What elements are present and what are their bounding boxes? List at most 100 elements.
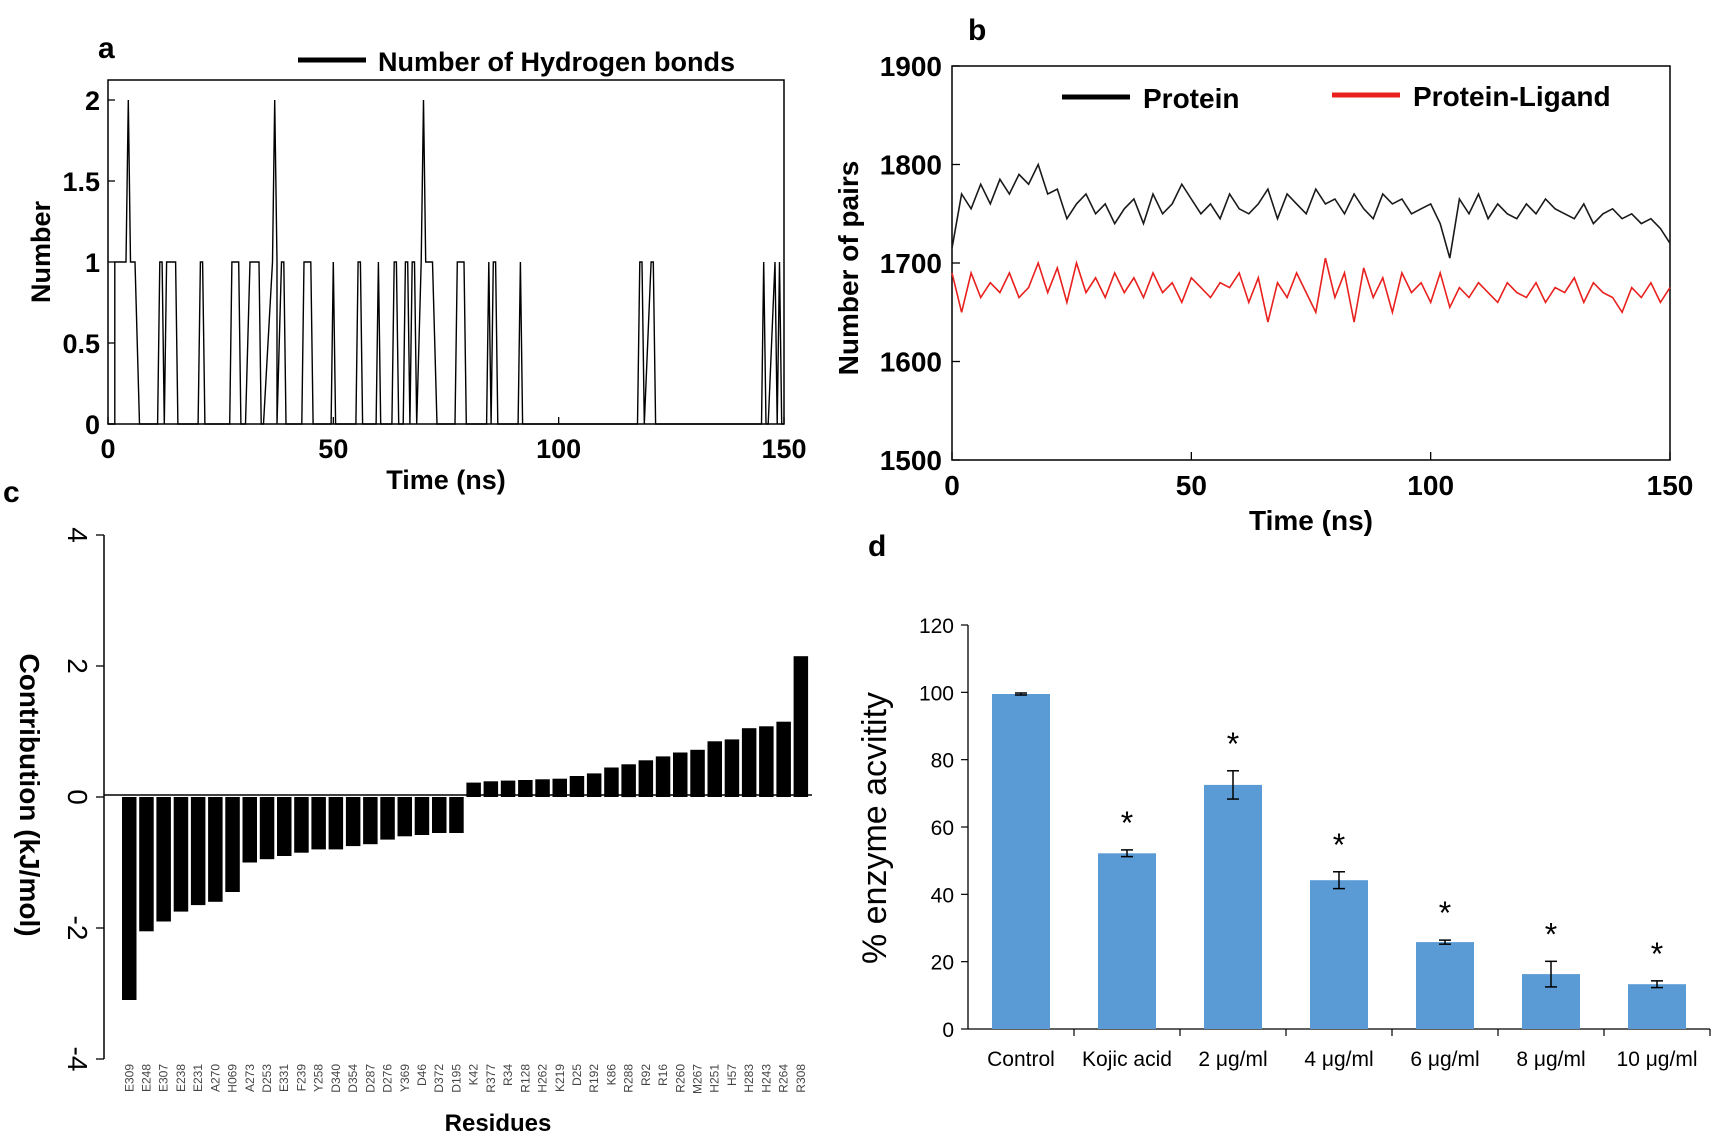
significance-marker: * (1439, 895, 1451, 931)
significance-marker: * (1651, 936, 1663, 972)
x-tick-label: R34 (501, 1064, 515, 1086)
bar-e231 (190, 797, 206, 906)
x-tick-label: A270 (208, 1064, 222, 1092)
x-tick-label: D354 (346, 1064, 360, 1093)
x-axis-tick-labels: Control Kojic acid 2 μg/ml 4 μg/ml 6 μg/ml 8 … (987, 1029, 1711, 1071)
x-tick-label: Kojic acid (1082, 1048, 1172, 1071)
bar-r377 (483, 781, 499, 797)
bar-d340 (328, 797, 344, 850)
x-tick-label: D276 (381, 1064, 395, 1093)
y-tick-label: 1600 (880, 347, 942, 378)
x-tick-label: K86 (604, 1064, 618, 1086)
series-line-protein (951, 162, 1671, 259)
x-tick-label: H283 (742, 1064, 756, 1093)
y-axis-ticks: -4 -2 0 2 4 (62, 527, 104, 1071)
bar-r16 (655, 756, 671, 797)
x-tick-label: E331 (277, 1064, 291, 1092)
bar-k86 (604, 767, 619, 797)
bar (1628, 984, 1686, 1029)
x-tick-label: K42 (467, 1064, 481, 1086)
bar-d287 (363, 797, 378, 845)
y-tick-label: 0 (62, 789, 93, 805)
x-tick-label: E231 (191, 1064, 205, 1092)
bar-h283 (741, 728, 757, 797)
x-axis-ticks: 0 50 100 150 (944, 452, 1693, 501)
panel-a-hydrogen-bonds-chart: a Number of Hydrogen bonds 0 50 100 150 0 0.… (26, 32, 807, 495)
y-axis-label: Contribution (kJ/mol) (14, 653, 45, 936)
plot-frame (107, 79, 785, 425)
x-tick-label: D372 (432, 1064, 446, 1093)
y-tick-label: 0 (942, 1019, 954, 1042)
x-tick-label: 6 μg/ml (1410, 1048, 1479, 1071)
x-tick-label: E309 (122, 1064, 136, 1092)
x-tick-label: R308 (794, 1064, 808, 1093)
bars: * * * * * * (992, 692, 1686, 1029)
x-tick-label: H251 (708, 1064, 722, 1093)
bar-a270 (208, 797, 223, 902)
bar-m267 (690, 749, 705, 797)
x-tick-label: D195 (449, 1064, 463, 1093)
bar (1310, 880, 1368, 1029)
x-tick-label: R192 (587, 1064, 601, 1093)
significance-marker: * (1545, 916, 1557, 952)
y-tick-label: 1.5 (62, 167, 100, 197)
bar-e238 (173, 797, 189, 912)
y-tick-label: 1500 (880, 445, 942, 476)
x-tick-label: 10 μg/ml (1617, 1048, 1698, 1071)
bar-d25 (569, 776, 585, 797)
bar-h262 (535, 779, 550, 797)
bar-r264 (776, 721, 791, 797)
y-axis-ticks: 0 0.5 1 1.5 2 (62, 86, 115, 440)
bar (1416, 942, 1474, 1029)
legend-label-protein: Protein (1143, 83, 1239, 114)
x-tick-label: D25 (570, 1064, 584, 1086)
y-tick-label: 60 (931, 817, 954, 840)
y-tick-label: 1900 (880, 51, 942, 82)
x-tick-label: H262 (536, 1064, 550, 1093)
panel-label-d: d (868, 530, 886, 563)
x-tick-label: K219 (553, 1064, 567, 1092)
bar-y369 (397, 797, 412, 837)
y-tick-label: 2 (62, 658, 93, 674)
x-tick-label: 2 μg/ml (1198, 1048, 1267, 1071)
x-tick-label: M267 (691, 1064, 705, 1094)
bar-d276 (380, 797, 395, 840)
bar-d372 (432, 797, 447, 833)
panel-d-enzyme-activity-chart: d 0 20 40 60 80 100 120 * * * * * * Control Kojic ac… (856, 530, 1711, 1071)
x-axis-label: Time (ns) (1249, 505, 1373, 536)
bar-h069 (225, 797, 240, 892)
y-tick-label: -2 (62, 916, 93, 941)
bar-r192 (586, 773, 602, 797)
panel-label-c: c (3, 476, 20, 509)
bar-e307 (156, 797, 171, 922)
significance-marker: * (1227, 726, 1239, 762)
y-tick-label: 0.5 (62, 329, 100, 359)
x-axis-label: Residues (445, 1110, 552, 1137)
x-tick-label: R92 (639, 1064, 653, 1086)
bar-d46 (414, 797, 430, 835)
bar-r92 (638, 760, 654, 797)
y-axis-label: % enzyme acvitity (856, 692, 894, 964)
x-tick-label: D46 (415, 1064, 429, 1086)
bar-d195 (449, 797, 464, 833)
bar-h251 (707, 741, 722, 797)
x-tick-label: R377 (484, 1064, 498, 1093)
bar-e309 (122, 797, 137, 1000)
x-tick-label: R264 (777, 1064, 791, 1093)
y-axis-label: Number (26, 201, 56, 304)
x-tick-label: 0 (944, 470, 960, 501)
bar-a273 (242, 797, 257, 863)
bar-r128 (518, 780, 533, 797)
x-tick-label: 100 (1407, 470, 1454, 501)
x-axis-ticks: 0 50 100 150 (100, 417, 807, 464)
bar (1098, 853, 1156, 1029)
x-tick-label: E248 (140, 1064, 154, 1092)
bar-k42 (466, 782, 481, 797)
bar-d253 (259, 797, 275, 860)
x-tick-label: A273 (243, 1064, 257, 1092)
plot-frame (951, 65, 1671, 461)
bar-r308 (793, 656, 809, 797)
legend-label-protein-ligand: Protein-Ligand (1413, 81, 1611, 112)
series-line-hydrogen-bonds (108, 99, 784, 425)
